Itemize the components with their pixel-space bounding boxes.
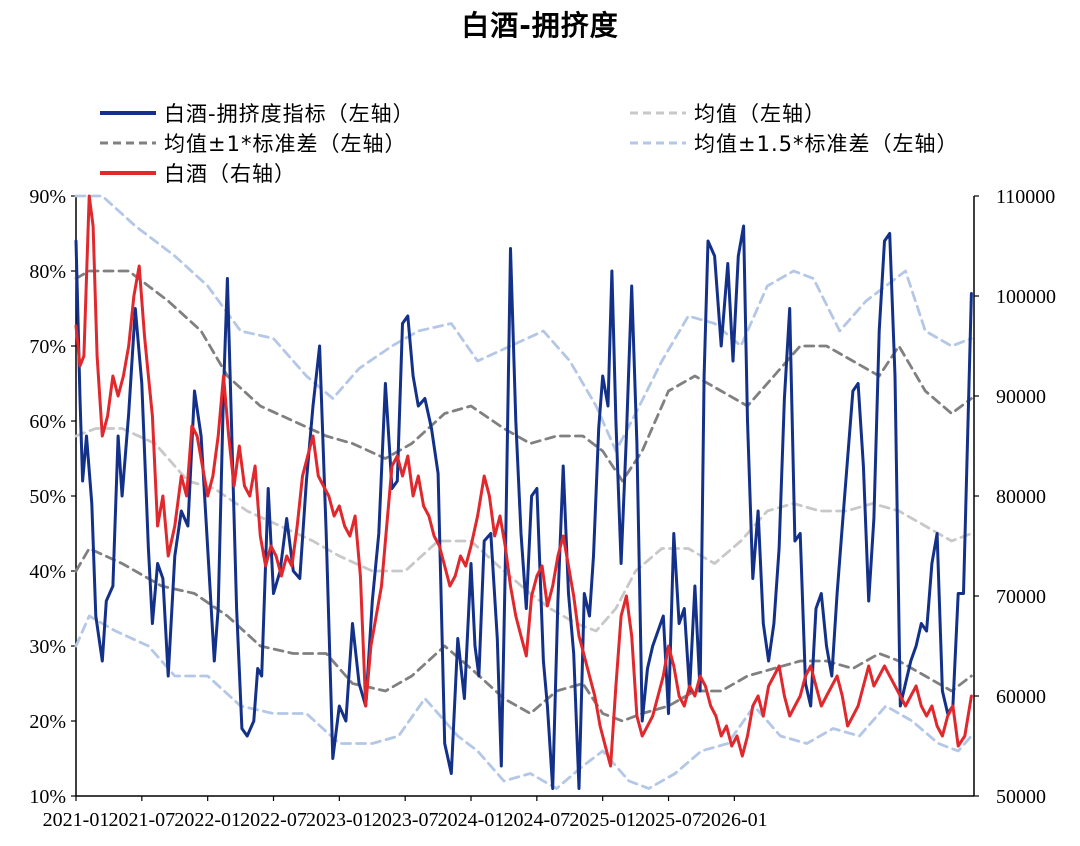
y-right-tick-label: 100000 xyxy=(996,286,1056,308)
legend-item-sd15: 均值±1.5*标准差（左轴） xyxy=(630,128,959,158)
legend-label-crowd: 白酒-拥挤度指标（左轴） xyxy=(164,102,415,126)
x-tick-label: 2021-07 xyxy=(108,809,175,831)
series-sd15-upper-line xyxy=(74,194,973,453)
legend-swatch-sd1 xyxy=(100,141,156,145)
legend: 白酒-拥挤度指标（左轴） 均值（左轴） 均值±1*标准差（左轴） 均值±1.5*… xyxy=(0,0,1080,190)
y-left-tick-label: 50% xyxy=(29,486,66,508)
x-tick-label: 2025-01 xyxy=(569,809,636,831)
y-left-tick-label: 30% xyxy=(29,636,66,658)
series-price-line xyxy=(74,194,973,768)
legend-label-sd1: 均值±1*标准差（左轴） xyxy=(164,132,407,156)
chart-title: 白酒-拥挤度 xyxy=(461,9,619,42)
legend-label-sd15: 均值±1.5*标准差（左轴） xyxy=(694,132,959,156)
legend-swatch-mean xyxy=(630,111,686,115)
y-right-tick-label: 90000 xyxy=(996,386,1046,408)
x-tick-label: 2024-07 xyxy=(504,809,571,831)
series-sd1-lower-line xyxy=(74,547,973,723)
legend-swatch-crowd xyxy=(100,111,156,115)
x-tick-label: 2022-01 xyxy=(174,809,241,831)
legend-item-mean: 均值（左轴） xyxy=(630,98,826,128)
y-left-tick-label: 90% xyxy=(29,186,66,208)
x-tick-label: 2022-07 xyxy=(240,809,307,831)
x-tick-label: 2023-07 xyxy=(372,809,439,831)
legend-item-crowd: 白酒-拥挤度指标（左轴） xyxy=(100,98,415,128)
legend-label-mean: 均值（左轴） xyxy=(694,102,826,126)
y-right-tick-label: 110000 xyxy=(996,186,1055,208)
x-tick-label: 2025-07 xyxy=(635,809,702,831)
y-left-tick-label: 40% xyxy=(29,561,66,583)
x-tick-label: 2024-01 xyxy=(438,809,505,831)
legend-item-price: 白酒（右轴） xyxy=(100,158,296,188)
y-left-tick-label: 10% xyxy=(29,786,66,808)
series-sd1-upper-line xyxy=(74,269,973,483)
legend-item-sd1: 均值±1*标准差（左轴） xyxy=(100,128,406,158)
y-left-tick-label: 20% xyxy=(29,711,66,733)
series-crowd-line xyxy=(74,224,973,790)
x-tick-label: 2023-01 xyxy=(306,809,373,831)
y-left-tick-label: 60% xyxy=(29,411,66,433)
legend-swatch-sd15 xyxy=(630,141,686,145)
legend-swatch-price xyxy=(100,171,156,175)
y-right-tick-label: 80000 xyxy=(996,486,1046,508)
series-mean-line xyxy=(74,427,973,633)
legend-label-price: 白酒（右轴） xyxy=(164,162,296,186)
y-left-tick-label: 70% xyxy=(29,336,66,358)
x-tick-label: 2021-01 xyxy=(43,809,110,831)
y-right-tick-label: 60000 xyxy=(996,686,1046,708)
y-left-tick-label: 80% xyxy=(29,261,66,283)
y-right-tick-label: 70000 xyxy=(996,586,1046,608)
x-tick-label: 2026-01 xyxy=(701,809,768,831)
series-sd15-lower-line xyxy=(74,614,973,790)
y-right-tick-label: 50000 xyxy=(996,786,1046,808)
